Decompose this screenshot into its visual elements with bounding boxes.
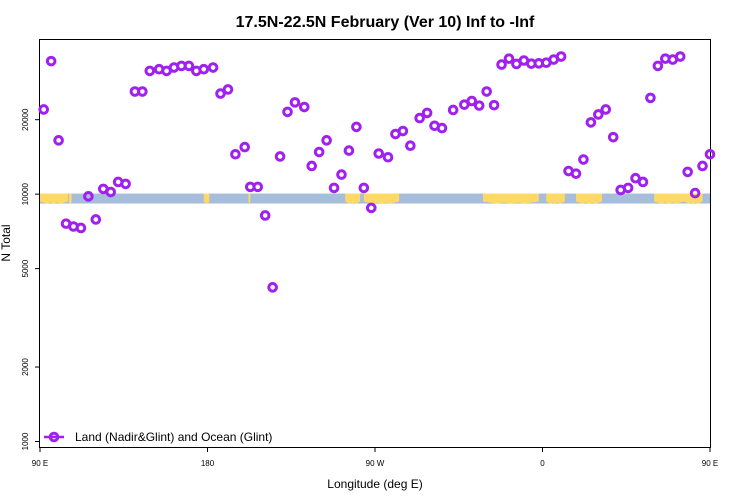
land-segment [576, 193, 603, 204]
x-axis-label: Longitude (deg E) [327, 477, 422, 491]
data-point [421, 107, 433, 119]
data-point [105, 186, 117, 198]
data-point [473, 100, 485, 111]
x-tick-label: 90 E [32, 459, 48, 468]
data-point [351, 121, 362, 133]
data-point [555, 51, 567, 62]
legend-marker [48, 431, 60, 443]
data-point [230, 148, 241, 160]
data-point [481, 86, 492, 97]
data-point [585, 117, 597, 128]
data-point [282, 106, 293, 118]
data-point [578, 154, 589, 165]
data-point [38, 104, 50, 115]
data-point [289, 97, 301, 108]
data-point [414, 112, 425, 124]
data-point [373, 148, 385, 159]
x-axis: 90 E 180 90 W 0 90 E [32, 447, 718, 468]
data-point [405, 140, 416, 151]
land-segment [40, 193, 68, 204]
y-tick-label: 2000 [21, 358, 30, 376]
land-ocean-strip [40, 193, 710, 204]
y-tick-label: 5000 [21, 259, 30, 277]
data-point [652, 60, 664, 72]
data-point [382, 151, 394, 163]
legend-entry: Land (Nadir&Glint) and Ocean (Glint) [75, 430, 272, 444]
data-point [137, 86, 148, 97]
land-segment [654, 193, 684, 204]
y-tick-label: 1000 [21, 432, 30, 450]
data-point [397, 125, 409, 137]
data-point [83, 191, 94, 202]
data-point [198, 63, 210, 75]
data-point [570, 168, 582, 179]
data-point [328, 182, 340, 194]
data-point [488, 99, 500, 111]
data-point [267, 282, 278, 293]
land-segment [68, 193, 72, 204]
data-point [593, 109, 604, 120]
data-point [215, 88, 226, 99]
data-point [600, 104, 612, 115]
data-point [313, 146, 325, 158]
data-point [645, 92, 656, 104]
y-tick-label: 10000 [21, 182, 30, 205]
data-points [38, 51, 716, 293]
x-tick-label: 0 [540, 459, 545, 468]
data-point [336, 169, 347, 180]
data-point [447, 104, 459, 116]
x-tick-label: 90 W [366, 459, 385, 468]
data-point [466, 95, 478, 107]
data-point [622, 182, 634, 194]
data-point [503, 53, 515, 64]
plot-frame [39, 39, 711, 448]
data-point [274, 151, 286, 162]
legend: Land (Nadir&Glint) and Ocean (Glint) [44, 430, 272, 444]
chart-title: 17.5N-22.5N February (Ver 10) Inf to -In… [236, 14, 535, 31]
y-axis: 1000 2000 5000 10000 20000 [21, 108, 40, 450]
data-point [358, 182, 370, 194]
data-point [120, 178, 131, 190]
land-segment [363, 193, 400, 204]
land-segment [546, 193, 565, 204]
data-point [436, 122, 448, 134]
data-point [704, 148, 716, 160]
land-segment [482, 193, 539, 204]
data-point [144, 65, 156, 77]
data-point [682, 166, 693, 178]
data-point [365, 202, 377, 214]
data-point [239, 141, 251, 153]
x-tick-label: 90 E [702, 459, 718, 468]
data-point [321, 135, 332, 146]
data-point [637, 176, 649, 188]
y-axis-label: N Total [0, 224, 13, 261]
data-point [674, 51, 686, 62]
data-point [298, 101, 310, 113]
data-point [689, 187, 701, 199]
land-segment [248, 193, 251, 204]
data-point [252, 181, 264, 193]
data-point [607, 131, 619, 143]
data-point [183, 60, 195, 72]
data-point [53, 135, 64, 146]
data-point [90, 214, 102, 225]
data-point [75, 222, 87, 234]
data-point [222, 84, 234, 95]
x-tick-label: 180 [201, 459, 215, 468]
data-point [45, 55, 57, 67]
data-point [259, 210, 271, 221]
land-segment [345, 193, 361, 204]
data-point [207, 62, 219, 73]
land-segment [203, 193, 210, 204]
data-point [306, 160, 318, 172]
y-tick-label: 20000 [21, 108, 30, 131]
data-point [496, 59, 507, 70]
data-point [697, 160, 708, 172]
data-point [343, 145, 355, 156]
